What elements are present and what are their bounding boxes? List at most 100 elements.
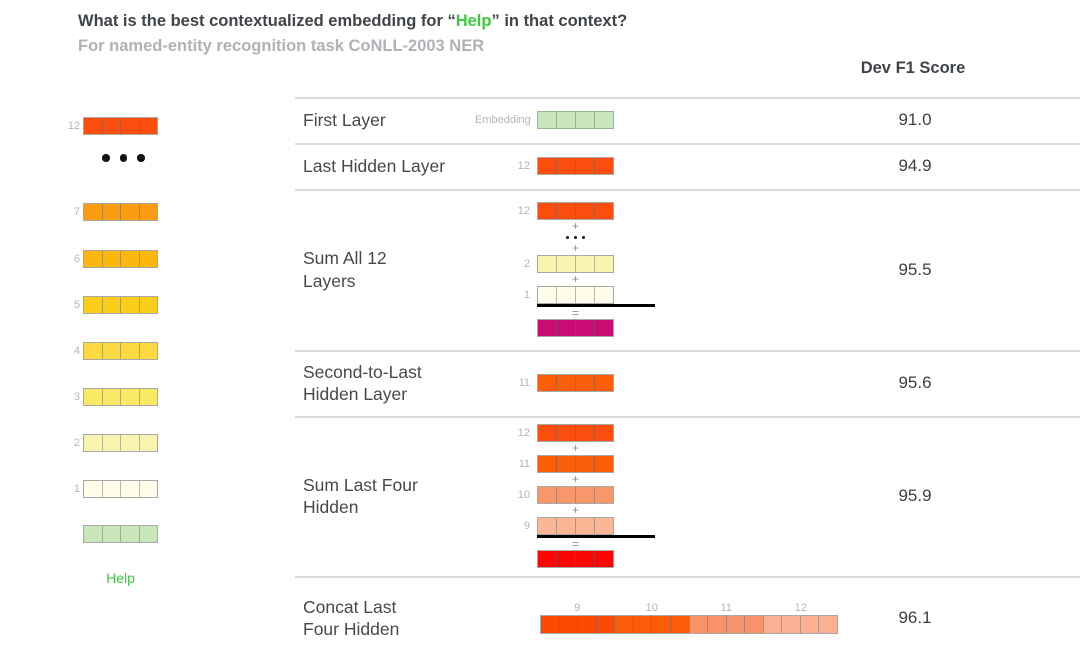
vector-cell: [101, 388, 120, 405]
layer-number-label: 7: [73, 206, 80, 218]
operand-vector: [537, 157, 614, 175]
vector-cell: [575, 486, 594, 503]
plus-sign: +: [571, 503, 579, 518]
vector-label: 10: [517, 488, 530, 501]
title-prefix: What is the best contextualized embeddin…: [78, 12, 448, 30]
vector-cell: [538, 320, 556, 337]
operand-vector: [537, 111, 614, 129]
result-vector: [537, 319, 614, 338]
vector-label: 2: [523, 257, 530, 270]
row-label: Second-to-Last Hidden Layer: [303, 350, 422, 416]
vector-cell: [541, 616, 559, 633]
vector-cell: [138, 118, 157, 134]
vector-with-label: 1: [475, 285, 614, 304]
row-divider-line: [295, 576, 1080, 578]
stack-layer-row: 7: [60, 203, 158, 221]
row-divider-line: [295, 350, 1080, 352]
layer-vector: [83, 295, 158, 314]
vector-cell: [538, 551, 556, 568]
vector-label: 12: [517, 426, 530, 439]
vector-cell: [594, 375, 613, 391]
vector-with-label: 10: [475, 485, 614, 504]
row-label-text: First Layer: [303, 109, 386, 130]
vector-cell: [594, 158, 613, 174]
vector-cell: [101, 296, 120, 313]
vector-cell: [120, 434, 139, 451]
vector-cell: [538, 375, 556, 391]
vector-cell: [594, 517, 613, 534]
vector-with-label: 2: [475, 254, 614, 273]
vector-cell: [101, 118, 120, 134]
vector-cell: [138, 204, 157, 220]
row-label-text: Sum All 12 Layers: [303, 248, 387, 291]
vector-cell: [101, 480, 120, 497]
score-value: 95.5: [898, 259, 932, 279]
operand-vector: [537, 423, 614, 442]
concat-group-label: 9: [574, 602, 581, 614]
row-label: Sum All 12 Layers: [303, 189, 387, 350]
layer-number-label: 1: [73, 482, 80, 495]
concat-group-labels: 9 10 11 12: [540, 602, 838, 615]
table-row-last-hidden-layer: Last Hidden Layer 12 94.9: [295, 143, 1080, 189]
vector-cell: [575, 112, 594, 128]
title-quote-open: “: [447, 12, 456, 30]
score-value: 95.6: [898, 373, 932, 392]
dot-icon: [119, 154, 127, 162]
vector-cell: [556, 455, 575, 472]
row-divider-line: [295, 189, 1080, 191]
vector-cell: [799, 616, 819, 633]
layer-vector: [83, 203, 158, 221]
vector-cell: [538, 112, 556, 128]
operand-vector: [537, 374, 614, 392]
vector-cell: [120, 342, 139, 359]
page-title: What is the best contextualized embeddin…: [78, 12, 627, 31]
vector-cell: [101, 434, 120, 451]
operand-vector: [537, 454, 614, 473]
row-label: Concat Last Four Hidden: [303, 576, 399, 660]
vector-with-label: 9: [475, 516, 614, 535]
vector-cell: [138, 388, 157, 405]
score-value: 94.9: [898, 156, 932, 175]
vector-cell: [538, 517, 556, 534]
vector-cell: [556, 202, 575, 219]
vector-cell: [84, 388, 102, 405]
vector-with-label: 12: [475, 157, 614, 175]
plus-sign: +: [571, 219, 579, 234]
title-highlight-word: Help: [455, 12, 492, 30]
dot-icon: [565, 235, 570, 239]
vector-cell: [575, 551, 594, 568]
vector-cell: [556, 112, 575, 128]
vector-cell: [138, 342, 157, 359]
vector-cell: [538, 455, 556, 472]
row-visualization: 9 10 11 12: [475, 576, 838, 660]
vector-cell: [594, 286, 613, 303]
vector-cell: [594, 255, 613, 272]
score-value: 91.0: [898, 110, 932, 129]
table-row-sum-last-four-hidden: Sum Last Four Hidden 12 +11 +10 +9 = 95.9: [295, 416, 1080, 576]
vector-cell: [120, 118, 139, 134]
vector-label: 1: [523, 288, 530, 301]
vector-cell: [594, 112, 613, 128]
vector-cell: [101, 204, 120, 220]
row-label: Sum Last Four Hidden: [303, 416, 418, 576]
vector-with-label: 11: [475, 374, 614, 392]
concat-vector: [540, 615, 838, 634]
equals-sign: =: [571, 536, 579, 551]
vector-cell: [120, 250, 139, 267]
vector-cell: [575, 202, 594, 219]
table-row-sum-all-12-layers: Sum All 12 Layers 12 + +2 +1 = 95.5: [295, 189, 1080, 350]
layer-stack: 12 7 6 5 4 3 2 1 Help: [60, 0, 220, 651]
operand-vector: [537, 201, 614, 220]
title-quote-close: ”: [491, 12, 500, 30]
layer-vector: [83, 249, 158, 268]
vector-cell: [538, 158, 556, 174]
stack-layer-row: 2: [60, 433, 158, 452]
vector-cell: [138, 434, 157, 451]
vector-cell: [101, 526, 120, 542]
operand-vector: [537, 485, 614, 504]
operand-vector: [537, 285, 614, 304]
plus-sign: +: [571, 241, 579, 256]
vector-cell: [575, 424, 594, 441]
row-visualization: 12 + +2 +1 =: [475, 189, 655, 350]
row-visualization: 11: [475, 350, 614, 416]
